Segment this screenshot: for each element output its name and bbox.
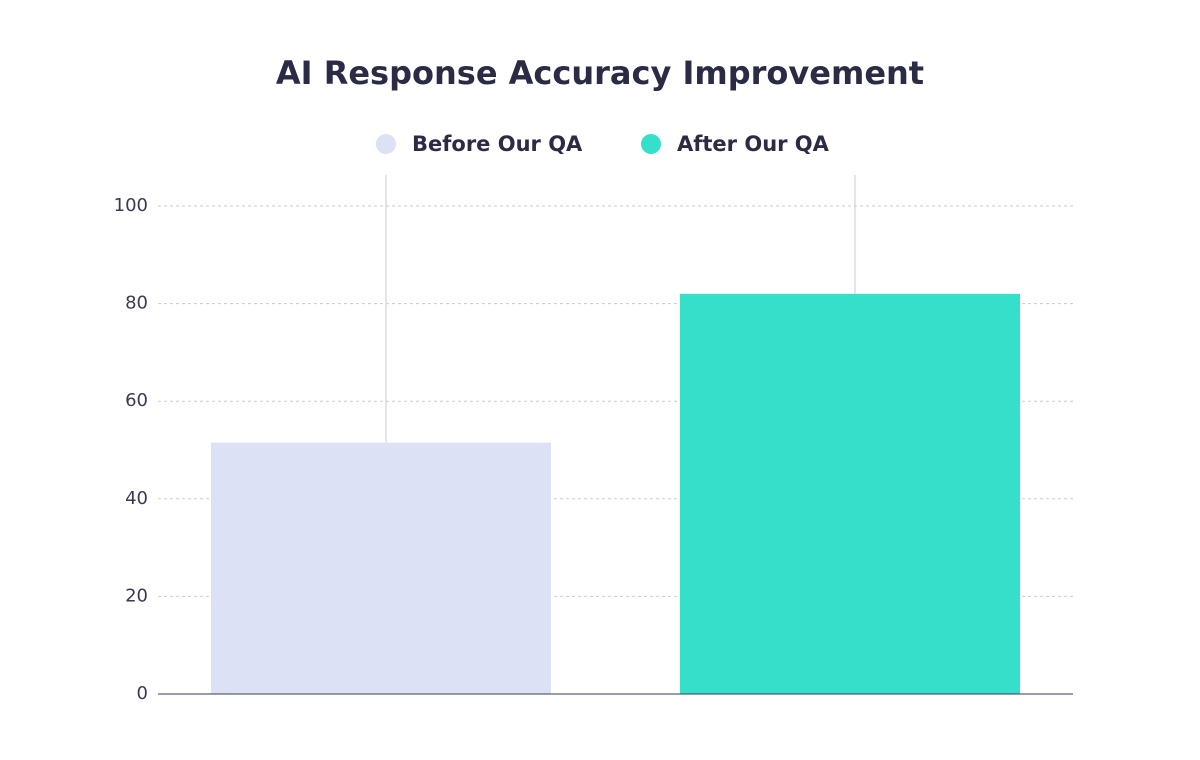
bar (680, 293, 1020, 694)
legend-swatch (641, 134, 661, 154)
y-tick-label: 20 (125, 585, 148, 606)
bar (211, 442, 551, 694)
y-tick-label: 80 (125, 293, 148, 314)
y-tick-label: 40 (125, 488, 148, 509)
legend-label: After Our QA (677, 132, 830, 156)
legend-label: Before Our QA (412, 132, 583, 156)
y-tick-label: 100 (114, 195, 148, 216)
y-tick-label: 0 (137, 683, 148, 704)
chart-title: AI Response Accuracy Improvement (276, 54, 924, 92)
legend-swatch (376, 134, 396, 154)
y-tick-label: 60 (125, 390, 148, 411)
